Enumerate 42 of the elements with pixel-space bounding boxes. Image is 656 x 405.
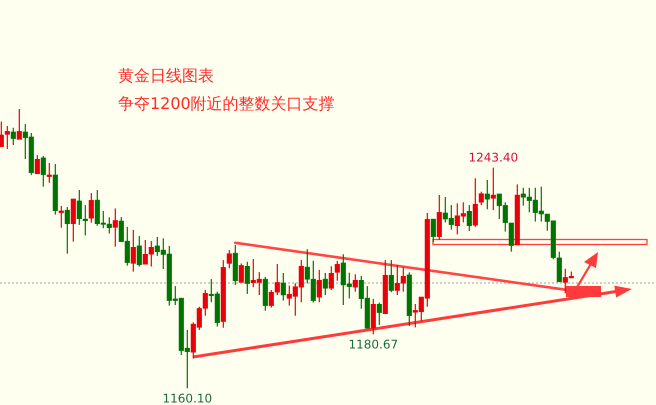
candlestick [244,261,250,294]
candlestick [112,208,118,248]
candlestick [220,260,226,328]
candlestick [370,298,376,335]
candlestick [232,244,238,286]
candlestick [322,272,328,296]
chart-subtitle: 争夺1200附近的整数关口支撑 [118,94,335,113]
candlestick [130,229,136,272]
candlestick [88,192,94,224]
candlestick [0,120,4,147]
candlestick [352,274,358,292]
candlestick [472,178,478,228]
candlestick [226,249,232,269]
candlestick [490,167,496,211]
candlestick [436,194,442,241]
candlestick [466,204,472,232]
candlestick [4,125,10,150]
candlestick [136,235,142,268]
candlestick [10,127,16,146]
candlestick [238,262,244,283]
candlestick [46,162,52,184]
candlestick [514,184,520,246]
candlestick [376,302,382,326]
candlestick [316,269,322,303]
candlestick [280,272,286,302]
candlestick [16,108,22,140]
candlestick [70,198,76,242]
candlestick [34,154,40,174]
candlestick [334,260,340,282]
candlestick [64,206,70,254]
annotation: 1160.10 [162,391,212,405]
candlestick [58,205,64,228]
candlestick [478,191,484,206]
candlestick [406,272,412,327]
candlestick [52,163,58,216]
candlestick [328,266,334,291]
candlestick [262,276,268,312]
candlestick [40,155,46,188]
chart-title: 黄金日线图表 [118,66,214,85]
annotation: 1243.40 [468,150,518,165]
candlestick [484,179,490,210]
annotation: 1180.67 [348,337,398,352]
